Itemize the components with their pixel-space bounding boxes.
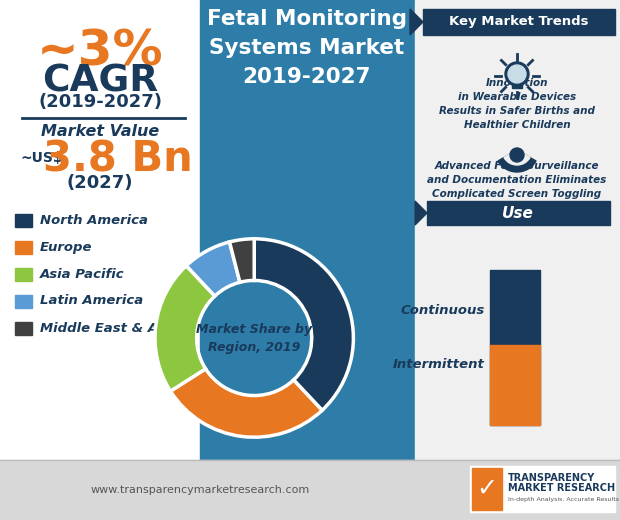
Bar <box>472 468 502 510</box>
Text: Middle East & Africa: Middle East & Africa <box>40 321 192 334</box>
Bar <box>427 201 610 225</box>
Circle shape <box>508 65 526 83</box>
Text: Market Value: Market Value <box>41 123 159 138</box>
Text: TRANSPARENCY: TRANSPARENCY <box>508 473 595 483</box>
Bar <box>0 460 620 520</box>
Text: In-depth Analysis. Accurate Results: In-depth Analysis. Accurate Results <box>508 497 619 501</box>
Text: Key Market Trends: Key Market Trends <box>450 16 589 29</box>
Text: (2019-2027): (2019-2027) <box>38 93 162 111</box>
Bar <box>15 322 32 335</box>
Bar <box>490 345 540 425</box>
Text: MARKET RESEARCH: MARKET RESEARCH <box>508 483 615 493</box>
Text: CAGR: CAGR <box>42 64 158 100</box>
Bar <box>15 268 32 281</box>
Bar <box>470 466 615 512</box>
Bar <box>423 9 615 35</box>
Bar <box>15 295 32 308</box>
Text: Advanced Fetal Surveillance
and Documentation Eliminates
Complicated Screen Togg: Advanced Fetal Surveillance and Document… <box>427 161 606 199</box>
Bar <box>415 0 620 460</box>
Text: ~US$: ~US$ <box>20 151 63 165</box>
Text: www.transparencymarketresearch.com: www.transparencymarketresearch.com <box>91 485 309 495</box>
Text: ~3%: ~3% <box>37 28 163 76</box>
Text: ✓: ✓ <box>477 477 497 501</box>
Bar <box>15 214 32 227</box>
Text: Innovation
in Wearable Devices
Results in Safer Births and
Healthier Children: Innovation in Wearable Devices Results i… <box>439 78 595 130</box>
Bar <box>200 0 415 460</box>
Wedge shape <box>170 369 322 437</box>
Polygon shape <box>415 201 427 225</box>
Text: Continuous: Continuous <box>401 304 485 317</box>
Wedge shape <box>186 242 240 296</box>
Bar <box>512 80 522 88</box>
Wedge shape <box>498 150 536 172</box>
Polygon shape <box>410 9 423 35</box>
Text: North America: North America <box>40 214 148 227</box>
Circle shape <box>510 148 524 162</box>
Bar <box>490 270 540 425</box>
Wedge shape <box>155 266 215 391</box>
Wedge shape <box>229 239 254 282</box>
Text: Intermittent: Intermittent <box>393 358 485 371</box>
Text: Market Share by
Region, 2019: Market Share by Region, 2019 <box>196 322 312 354</box>
Circle shape <box>505 62 529 86</box>
Text: 3.8 Bn: 3.8 Bn <box>43 139 193 181</box>
Text: (2027): (2027) <box>67 174 133 192</box>
Bar <box>15 241 32 254</box>
Text: Fetal Monitoring
Systems Market
2019-2027: Fetal Monitoring Systems Market 2019-202… <box>207 9 407 87</box>
Text: Asia Pacific: Asia Pacific <box>40 267 125 280</box>
Wedge shape <box>254 239 353 410</box>
Wedge shape <box>504 150 530 165</box>
Text: Use: Use <box>502 205 534 220</box>
Text: Europe: Europe <box>40 240 92 253</box>
Text: Latin America: Latin America <box>40 294 143 307</box>
